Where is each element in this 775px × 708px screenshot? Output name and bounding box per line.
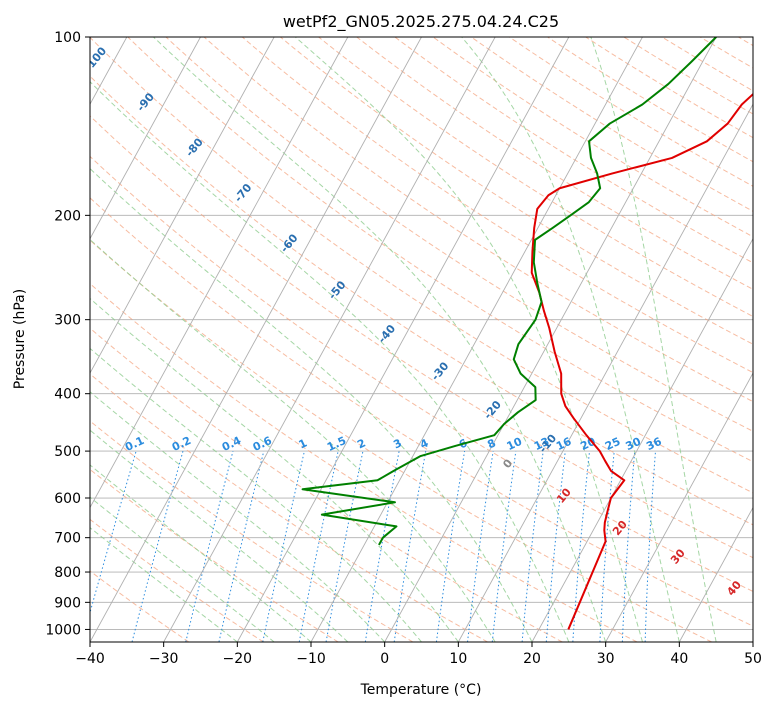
dry-adiabat-line — [394, 37, 753, 264]
y-axis-label: Pressure (hPa) — [12, 289, 28, 389]
moist-adiabat-line — [90, 297, 459, 642]
mixing-ratio-line — [90, 450, 137, 615]
x-tick-label: 20 — [523, 651, 541, 667]
y-axis-ticks: 100 200 300 400 500 600 700 800 900 1000 — [45, 30, 90, 638]
dry-adiabat-line — [90, 197, 753, 627]
x-tick-label: −10 — [296, 651, 326, 667]
moist-adiabat-line — [90, 81, 570, 642]
y-tick-label: 200 — [54, 208, 81, 224]
mixing-ratio-label: 10 — [505, 435, 525, 453]
y-tick-label: 800 — [54, 565, 81, 581]
dry-adiabat-line — [90, 115, 753, 559]
moist-adiabat-line — [294, 37, 643, 642]
y-tick-label: 500 — [54, 444, 81, 460]
mixing-ratio-line — [218, 450, 265, 642]
isotherm-line — [90, 37, 422, 642]
moist-adiabat-line — [590, 37, 717, 642]
dewpoint-series-line — [301, 37, 717, 546]
isotherm-line — [90, 37, 201, 240]
mixing-ratio-line — [185, 450, 234, 642]
series-layer — [301, 37, 753, 630]
moist-adiabat-line — [90, 347, 422, 642]
moist-adiabat-line — [90, 167, 533, 642]
isotherm-line — [236, 37, 570, 642]
mixing-ratio-line — [325, 450, 364, 642]
mixing-ratio-label: 25 — [603, 435, 622, 453]
y-tick-label: 600 — [54, 491, 81, 507]
mixing-ratio-label: 20 — [578, 435, 598, 453]
isotherm-line — [384, 37, 717, 642]
moist-adiabat-line — [153, 37, 607, 642]
moist-adiabats — [90, 37, 717, 642]
mixing-ratio-label: 36 — [644, 435, 664, 453]
isotherm-line — [163, 37, 496, 642]
dry-adiabat-line — [203, 37, 753, 403]
grid-layer — [90, 37, 753, 630]
plot-frame — [89, 36, 754, 643]
mixing-ratio-label: 13 — [532, 435, 551, 453]
mixing-ratio-label: 30 — [624, 435, 644, 453]
isotherm-line — [310, 37, 643, 642]
dry-adiabat-line — [318, 37, 753, 318]
chart-title: wetPf2_GN05.2025.275.04.24.C25 — [283, 12, 559, 32]
y-tick-label: 700 — [54, 531, 81, 547]
y-tick-label: 1000 — [45, 622, 81, 638]
y-tick-label: 900 — [54, 595, 81, 611]
mixing-ratio-line — [393, 451, 427, 642]
mixing-ratio-lines — [90, 450, 656, 642]
x-tick-label: −30 — [149, 651, 179, 667]
dry-adiabat-line — [90, 373, 488, 642]
dry-adiabat-line — [90, 239, 712, 642]
dry-adiabat-line — [432, 37, 753, 238]
mixing-ratio-line — [298, 450, 339, 642]
dry-adiabat-line — [90, 518, 264, 642]
dry-adiabat-line — [165, 37, 753, 432]
dry-adiabat-line — [90, 75, 753, 526]
isotherm-line — [531, 237, 753, 642]
isotherm-line — [457, 103, 753, 642]
x-axis-label: Temperature (°C) — [360, 682, 482, 698]
y-tick-label: 400 — [54, 387, 81, 403]
mixing-ratio-line — [491, 451, 517, 642]
x-tick-label: −40 — [75, 651, 105, 667]
mixing-ratio-line — [467, 451, 494, 642]
mixing-ratio-line — [262, 450, 305, 642]
isotherm-line — [678, 506, 753, 642]
y-tick-label: 300 — [54, 313, 81, 329]
dry-adiabat-line — [127, 37, 753, 463]
dry-adiabat-line — [90, 327, 563, 642]
x-tick-label: −20 — [223, 651, 253, 667]
x-tick-label: 10 — [449, 651, 467, 667]
isotherm-line — [90, 37, 275, 375]
x-tick-label: 30 — [597, 651, 615, 667]
y-tick-label: 100 — [54, 30, 81, 46]
x-tick-label: 50 — [744, 651, 762, 667]
mixing-ratio-line — [131, 450, 184, 642]
temperature-series-line — [530, 92, 753, 630]
isotherm-line — [90, 37, 349, 509]
mixing-ratio-line — [364, 451, 400, 642]
skewed-isotherms — [90, 37, 753, 642]
x-tick-label: 0 — [380, 651, 389, 667]
dry-adiabat-line — [509, 37, 753, 187]
dry-adiabat-line — [241, 37, 753, 374]
dry-adiabat-line — [90, 282, 638, 642]
x-axis-ticks: −40 −30 −20 −10 0 10 20 30 40 50 — [75, 642, 762, 667]
moist-adiabat-line — [90, 238, 496, 642]
mixing-ratio-line — [435, 451, 466, 642]
mixing-ratio-label: 16 — [554, 435, 574, 453]
moist-adiabat-line — [90, 496, 275, 642]
isotherm-line — [605, 372, 753, 642]
dry-adiabat-line — [280, 37, 753, 345]
x-tick-label: 40 — [670, 651, 688, 667]
